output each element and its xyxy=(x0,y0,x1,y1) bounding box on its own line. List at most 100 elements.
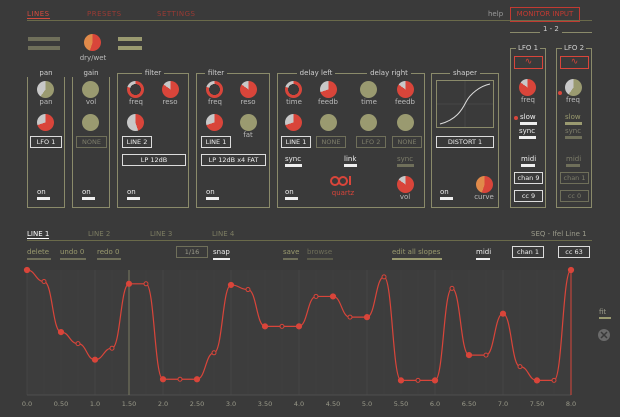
delay-right-lfo1-select[interactable]: LFO 2 xyxy=(356,136,386,148)
sequencer-point xyxy=(57,329,65,336)
delay-right-time-knob[interactable] xyxy=(360,81,377,98)
lfo1-midi-toggle[interactable]: midi xyxy=(521,155,537,163)
lfo2-midi-toggle[interactable]: midi xyxy=(566,155,582,163)
delay-link-toggle[interactable]: link xyxy=(344,155,357,163)
help-link[interactable]: help xyxy=(488,10,504,18)
x-tick-label: 7.0 xyxy=(497,400,509,408)
lfo2-freq-knob[interactable] xyxy=(565,79,582,96)
shaper-curve-knob[interactable] xyxy=(476,176,493,193)
filter1-lfo-select[interactable]: LINE 2 xyxy=(122,136,152,148)
line-tab-3[interactable]: LINE 3 xyxy=(150,230,173,238)
seq-cc-select[interactable]: cc 63 xyxy=(558,246,590,258)
tab-lines[interactable]: LINES xyxy=(27,10,50,19)
filter2-freq-knob[interactable] xyxy=(206,81,223,98)
delay-vol-knob[interactable] xyxy=(397,176,414,193)
delay-right-feedb-knob[interactable] xyxy=(397,81,414,98)
delay-left-lfo1-select[interactable]: LINE 1 xyxy=(281,136,311,148)
filter1-depth-knob[interactable] xyxy=(127,114,144,131)
browse-button[interactable]: browse xyxy=(307,248,333,256)
delay-left-feedb-knob[interactable] xyxy=(320,81,337,98)
lfo2-chan-select[interactable]: chan 1 xyxy=(560,172,589,184)
lfo1-midi-indicator xyxy=(521,164,535,167)
filter1-reso-knob[interactable] xyxy=(162,81,179,98)
seq-chan-select[interactable]: chan 1 xyxy=(512,246,544,258)
pan-lfo-select[interactable]: LFO 1 xyxy=(30,136,62,148)
line-tab-4[interactable]: LINE 4 xyxy=(212,230,235,238)
shaper-type-select[interactable]: DISTORT 1 xyxy=(436,136,494,148)
browse-underline xyxy=(307,258,333,260)
sequencer-handle xyxy=(313,293,319,299)
lfo1-cc-select[interactable]: cc 9 xyxy=(514,190,543,202)
x-tick-label: 1.0 xyxy=(89,400,101,408)
zoom-reset-icon[interactable] xyxy=(597,328,611,342)
save-button[interactable]: save xyxy=(283,248,300,256)
delay-right-time-label: time xyxy=(361,98,377,106)
delay-left-feedb-depth-knob[interactable] xyxy=(320,114,337,131)
delay-vol-label: vol xyxy=(399,193,411,201)
line-tab-1[interactable]: LINE 1 xyxy=(27,230,50,239)
seq-midi-underline xyxy=(476,258,490,260)
filter2-module xyxy=(196,73,270,208)
pan-on-toggle[interactable]: on xyxy=(37,188,46,196)
filter2-depth-knob[interactable] xyxy=(206,114,223,131)
filter2-on-toggle[interactable]: on xyxy=(206,188,215,196)
gain-on-toggle[interactable]: on xyxy=(82,188,91,196)
filter2-lfo-select[interactable]: LINE 1 xyxy=(201,136,231,148)
lfo2-cc-select[interactable]: cc 0 xyxy=(560,190,589,202)
delete-button[interactable]: delete xyxy=(27,248,50,256)
filter2-module-title: filter xyxy=(196,69,236,77)
pan-knob[interactable] xyxy=(37,81,54,98)
shaper-curve-display[interactable] xyxy=(436,80,494,128)
gain-depth-knob[interactable] xyxy=(82,114,99,131)
tab-settings[interactable]: SETTINGS xyxy=(157,10,196,18)
sequencer-point xyxy=(295,323,303,330)
lfo1-sync-toggle[interactable]: sync xyxy=(519,127,536,135)
delay-left-title: delay left xyxy=(282,69,350,77)
seq-midi-toggle[interactable]: midi xyxy=(476,248,492,256)
delay-right-feedb-label: feedb xyxy=(395,98,415,106)
delay-right-time-depth-knob[interactable] xyxy=(360,114,377,131)
lfo1-wave-select[interactable]: ∿ xyxy=(514,56,543,69)
shaper-on-toggle[interactable]: on xyxy=(440,188,449,196)
output-meter-2 xyxy=(118,46,142,50)
x-tick-label: 3.0 xyxy=(225,400,237,408)
gain-vol-knob[interactable] xyxy=(82,81,99,98)
delay-left-time-depth-knob[interactable] xyxy=(285,114,302,131)
delay-right-lfo2-select[interactable]: NONE xyxy=(392,136,422,148)
line-tab-2[interactable]: LINE 2 xyxy=(88,230,111,238)
filter2-reso-knob[interactable] xyxy=(240,81,257,98)
pan-depth-knob[interactable] xyxy=(37,114,54,131)
delay-left-time-knob[interactable] xyxy=(285,81,302,98)
lfo2-sync-toggle[interactable]: sync xyxy=(565,127,582,135)
lfo2-slow-toggle[interactable]: slow xyxy=(565,113,581,121)
tab-presets[interactable]: PRESETS xyxy=(87,10,122,18)
filter1-on-toggle[interactable]: on xyxy=(127,188,136,196)
grid-select[interactable]: 1/16 xyxy=(176,246,208,258)
pan-knob-label: pan xyxy=(39,98,53,106)
filter1-freq-knob[interactable] xyxy=(127,81,144,98)
edit-all-slopes-button[interactable]: edit all slopes xyxy=(392,248,441,256)
undo-button[interactable]: undo 0 xyxy=(60,248,85,256)
delay-module xyxy=(277,73,425,208)
lfo1-slow-toggle[interactable]: slow xyxy=(520,113,536,121)
redo-button[interactable]: redo 0 xyxy=(97,248,120,256)
snap-toggle[interactable]: snap xyxy=(213,248,230,256)
delay-right-sync-toggle[interactable]: sync xyxy=(397,155,414,163)
fit-button[interactable]: fit xyxy=(599,308,607,316)
lfo1-freq-knob[interactable] xyxy=(519,79,536,96)
sequencer-point xyxy=(159,376,167,383)
filter2-fat-knob[interactable] xyxy=(240,114,257,131)
delay-right-feedb-depth-knob[interactable] xyxy=(397,114,414,131)
delay-sync-toggle[interactable]: sync xyxy=(285,155,302,163)
lfo1-chan-select[interactable]: chan 9 xyxy=(514,172,543,184)
delay-left-lfo2-select[interactable]: NONE xyxy=(316,136,346,148)
lfo2-wave-select[interactable]: ∿ xyxy=(560,56,589,69)
filter2-type-select[interactable]: LP 12dB x4 FAT xyxy=(201,154,266,166)
drywet-knob[interactable] xyxy=(84,34,101,51)
filter1-type-select[interactable]: LP 12dB xyxy=(122,154,186,166)
delay-on-toggle[interactable]: on xyxy=(285,188,294,196)
x-tick-label: 3.50 xyxy=(257,400,273,408)
monitor-input-button[interactable]: MONITOR INPUT xyxy=(510,7,580,22)
gain-lfo-select[interactable]: NONE xyxy=(76,136,107,148)
